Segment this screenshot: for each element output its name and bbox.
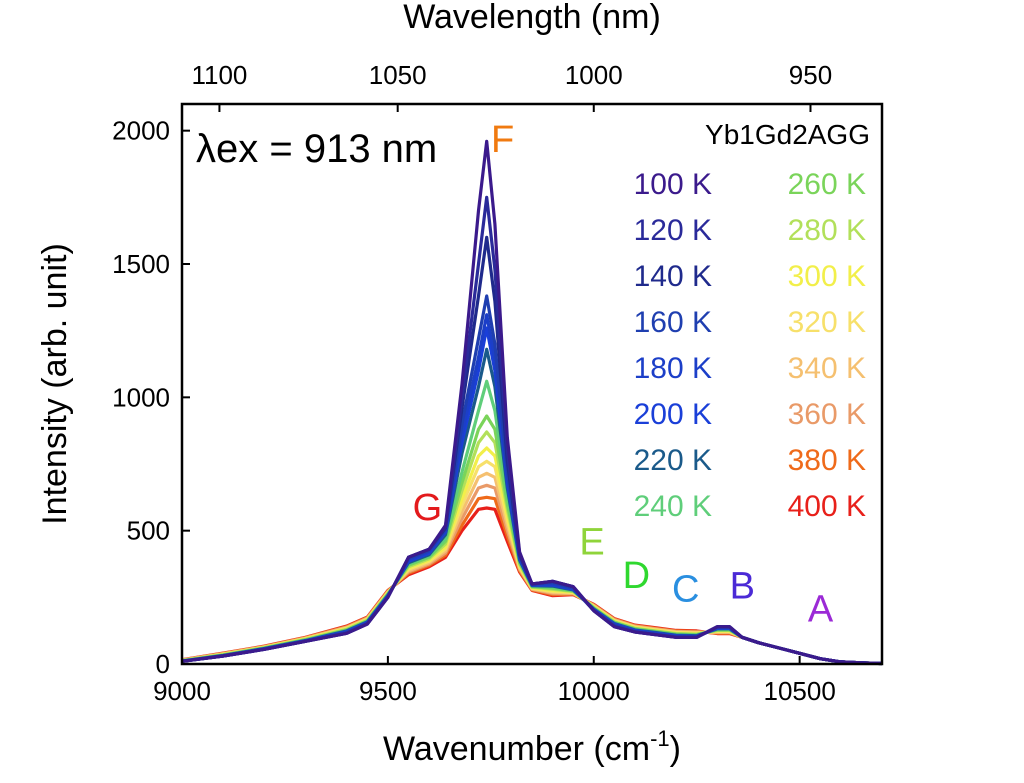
y-axis-title: Intensity (arb. unit): [36, 243, 74, 525]
y-tick-label: 1000: [112, 382, 170, 412]
top-axis-title: Wavelength (nm): [403, 0, 661, 36]
series-line-220-k: [181, 347, 883, 666]
series-line-140-k: [181, 235, 883, 666]
series-line-280-k: [181, 430, 883, 666]
legend-item: 240 K: [634, 490, 712, 523]
legend-item: 120 K: [634, 214, 712, 247]
peak-label-e: E: [579, 522, 604, 564]
series-line-340-k: [181, 471, 883, 666]
peak-label-d: D: [623, 555, 650, 597]
series-line-180-k: [181, 313, 883, 666]
top-tick-label: 1000: [565, 60, 623, 90]
peak-labels: G F ED C B A: [413, 119, 834, 630]
excitation-annotation: λex = 913 nm: [196, 127, 437, 171]
x-tick-label: 10000: [558, 676, 630, 706]
y-tick-label: 1500: [112, 249, 170, 279]
legend-item: 200 K: [634, 398, 712, 431]
y-tick-label: 0: [156, 649, 170, 679]
x-axis-ticks: 9000 9500 10000 10500: [153, 656, 836, 706]
legend-item: 400 K: [788, 490, 866, 523]
legend-item: 320 K: [788, 306, 866, 339]
top-axis-ticks: 1100 1050 1000 950: [191, 60, 832, 112]
y-tick-label: 2000: [112, 116, 170, 146]
y-tick-label: 500: [127, 516, 170, 546]
legend-item: 360 K: [788, 398, 866, 431]
series-line-200-k: [181, 326, 883, 666]
legend-item: 380 K: [788, 444, 866, 477]
series-line-320-k: [181, 459, 883, 666]
series-line-160-k: [181, 294, 883, 666]
legend-item: 160 K: [634, 306, 712, 339]
series-line-260-k: [181, 414, 883, 666]
x-tick-label: 9500: [359, 676, 417, 706]
legend-item: 260 K: [788, 168, 866, 201]
y-axis-ticks: 0 500 1000 1500 2000: [112, 116, 190, 679]
legend-item: 100 K: [634, 168, 712, 201]
x-axis-title: Wavenumber (cm-1): [383, 726, 681, 768]
series-line-300-k: [181, 446, 883, 666]
x-axis-title-sup: -1: [650, 726, 670, 751]
peak-label-b: B: [730, 566, 755, 608]
series-line-120-k: [181, 195, 883, 666]
legend-item: 220 K: [634, 444, 712, 477]
series-line-100-k: [181, 139, 883, 666]
x-axis-title-main: Wavenumber (cm: [383, 730, 650, 768]
plot-frame: [180, 102, 884, 666]
legend-item: 300 K: [788, 260, 866, 293]
top-tick-label: 950: [789, 60, 832, 90]
peak-label-f: F: [491, 119, 514, 161]
x-tick-label: 9000: [153, 676, 211, 706]
legend-item: 180 K: [634, 352, 712, 385]
peak-label-a: A: [808, 588, 834, 630]
legend-item: 340 K: [788, 352, 866, 385]
x-tick-label: 10500: [763, 676, 835, 706]
peak-label-g: G: [413, 487, 443, 529]
x-axis-title-end: ): [670, 730, 681, 768]
spectrum-curves: [181, 139, 883, 666]
legend-item: 280 K: [788, 214, 866, 247]
series-line-240-k: [181, 379, 883, 666]
top-tick-label: 1100: [191, 60, 247, 90]
series-line-360-k: [181, 483, 883, 666]
legend: 100 K 120 K 140 K 160 K 180 K 200 K 220 K 240 K…: [634, 168, 866, 523]
peak-label-c: C: [672, 568, 699, 610]
top-tick-label: 1050: [369, 60, 427, 90]
legend-title: Yb1Gd2AGG: [705, 119, 870, 150]
legend-item: 140 K: [634, 260, 712, 293]
